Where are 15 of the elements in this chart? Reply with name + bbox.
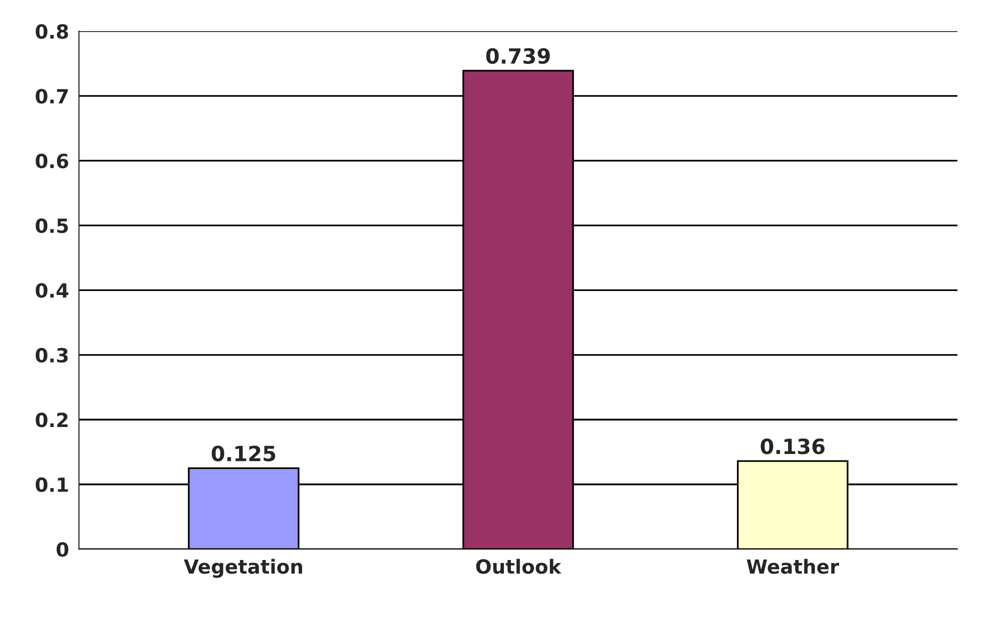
y-tick-label: 0.3: [36, 348, 68, 363]
x-tick-label: Vegetation: [184, 558, 302, 578]
x-tick-label: Weather: [746, 558, 840, 574]
y-tick-label: 0.4: [36, 283, 68, 298]
y-tick-label: 0.5: [36, 218, 68, 234]
y-tick-label: 0.6: [36, 154, 68, 168]
x-tick-label: Outlook: [476, 558, 562, 574]
y-tick-label: 0.1: [36, 477, 68, 492]
data-label: 0.739: [486, 48, 550, 64]
y-tick-label: 0.8: [36, 24, 68, 39]
data-label: 0.136: [760, 438, 825, 454]
data-label: 0.125: [212, 446, 276, 462]
y-tick-label: 0: [56, 542, 68, 557]
y-tick-label: 0.2: [36, 412, 68, 428]
y-tick-label: 0.7: [36, 88, 68, 104]
